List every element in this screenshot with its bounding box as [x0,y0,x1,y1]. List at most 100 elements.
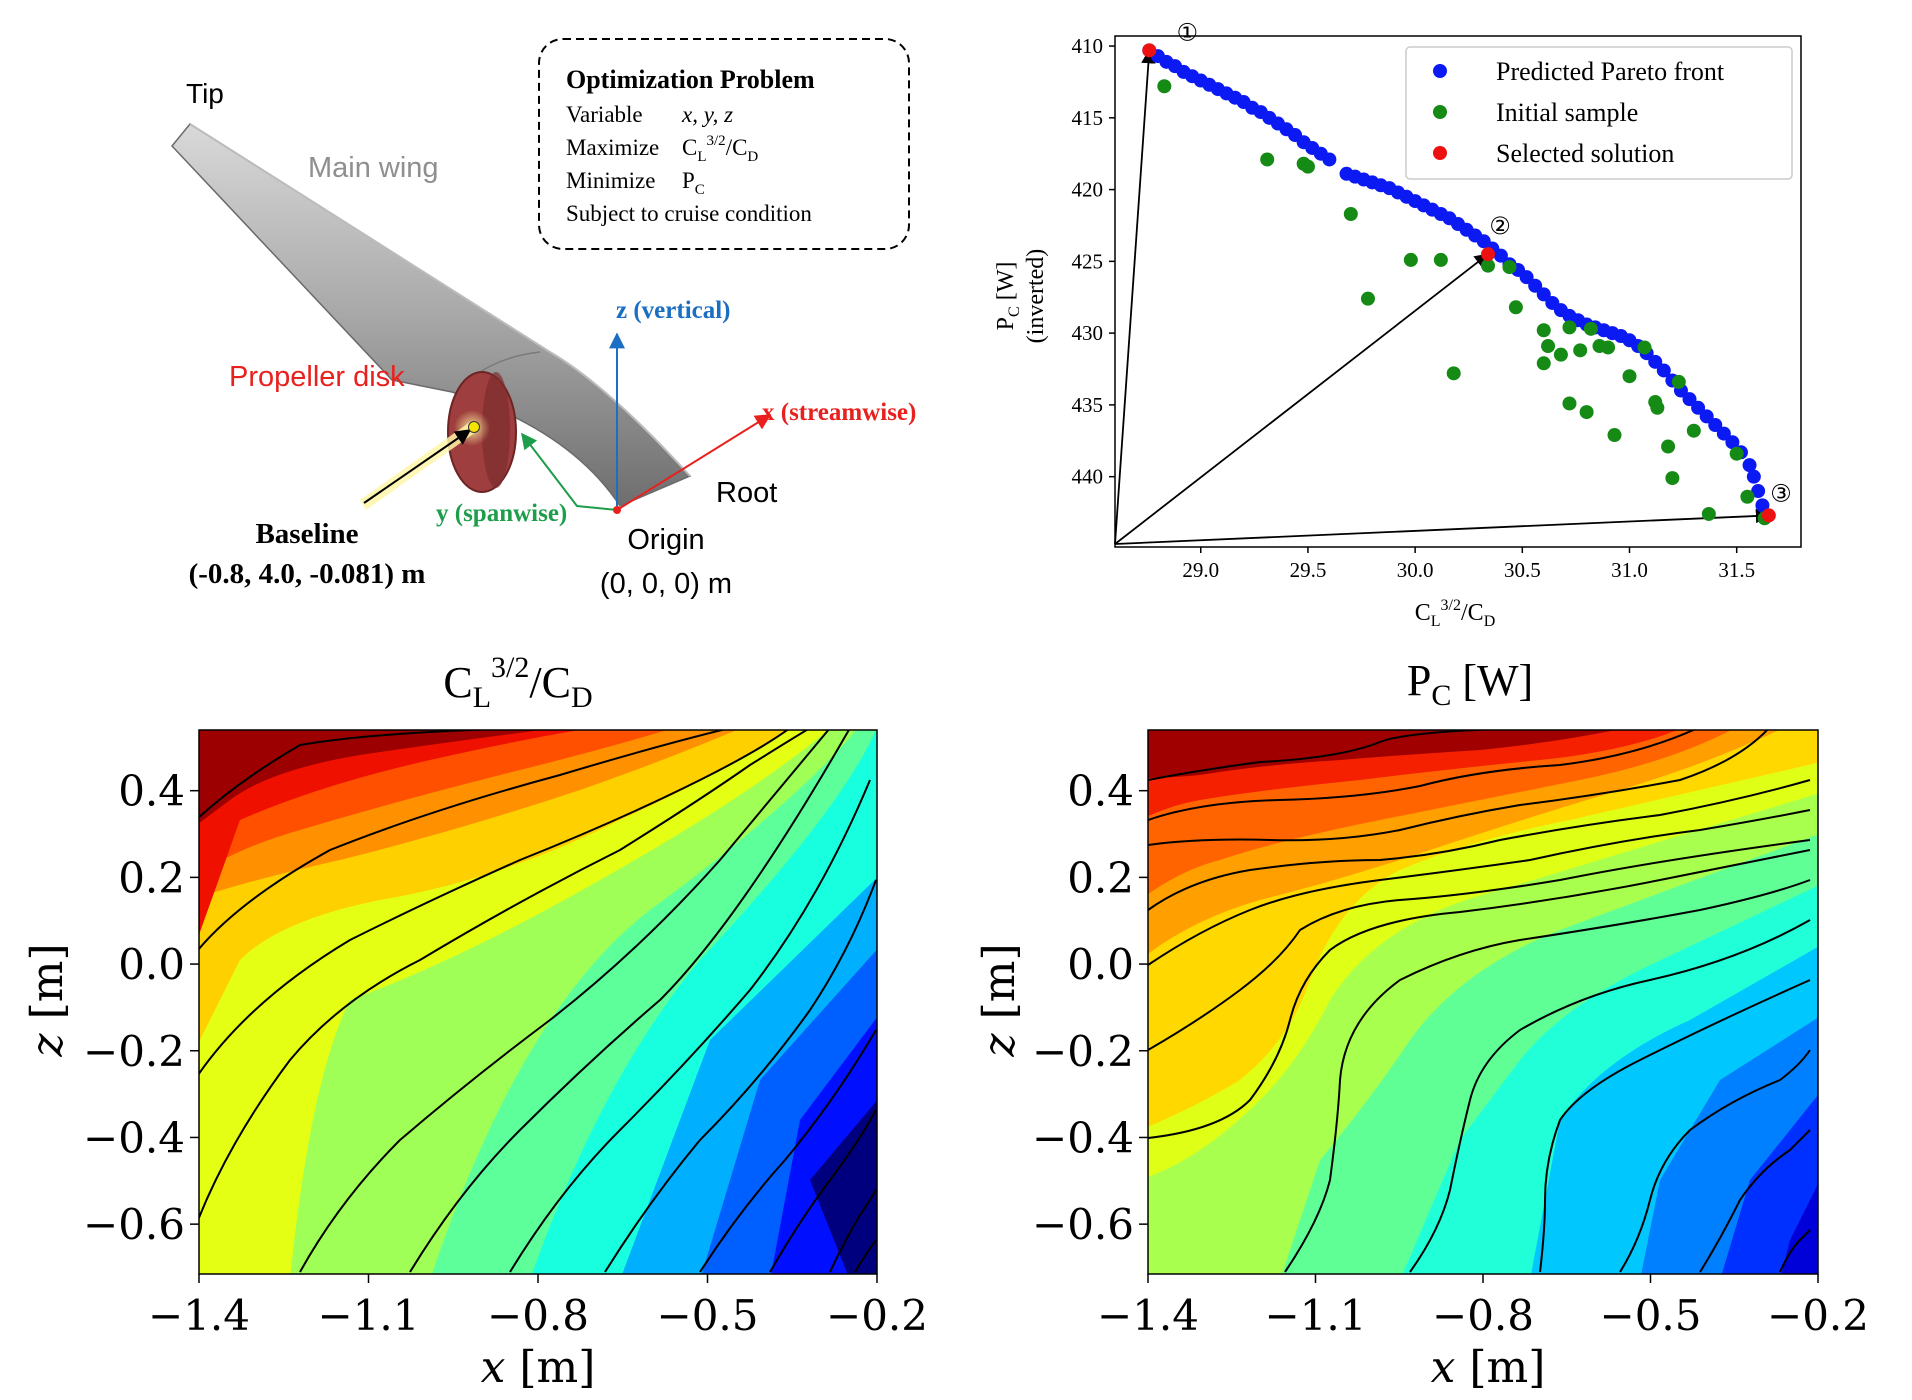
initial-sample-point [1502,260,1517,275]
origin-title: Origin [627,524,704,556]
contour-xtick-label: −0.5 [657,1291,759,1340]
c2-line-3 [1148,730,1769,846]
maximize-value: CL3/2/CD [682,133,758,165]
contour-ytick-label: −0.2 [1032,1027,1134,1076]
main-wing-label: Main wing [308,152,439,184]
initial-sample-point [1562,320,1577,335]
initial-sample-point [1562,396,1577,411]
initial-sample-point [1740,489,1755,504]
contour-pc-ticks: −1.4 −1.1 −0.8 −0.5 −0.2 0.4 0.2 0.0 −0.2 −0.4 −0.… [1032,767,1869,1340]
c1-line-12 [854,1239,877,1273]
wing-diagram: Tip Main wing Propeller disk Root z (ver… [171,38,916,600]
pareto-chart: 29.0 29.5 30.0 30.5 31.0 31.5 410 415 420 425 430 4… [993,18,1802,630]
pareto-front-point [1742,458,1757,473]
pareto-front-point [1493,248,1508,263]
legend-marker-predicted [1433,64,1447,78]
variable-label: Variable [566,102,643,127]
pareto-front-point [1716,426,1731,441]
c1-line-3 [199,730,789,1076]
pareto-front-point [1519,270,1534,285]
contour-xtick-label: −0.8 [1432,1291,1534,1340]
pareto-front-point [1322,152,1337,167]
initial-sample-point [1701,506,1716,521]
initial-sample-point [1729,446,1744,461]
pareto-xlabel: CL3/2/CD [1415,597,1496,630]
contour-xtick-label: −1.4 [148,1291,250,1340]
contour-ytick-label: 0.4 [1067,767,1134,816]
pareto-points [1142,43,1776,526]
initial-sample-point [1583,321,1598,336]
origin-marker [613,506,621,514]
c2-line-11 [1619,1049,1811,1273]
contour-cl-cd-lines [199,730,877,1273]
pareto-xtick-label: 29.5 [1290,558,1327,582]
baseline-coords: (-0.8, 4.0, -0.081) m [189,558,426,590]
y-axis-arrow [521,432,618,511]
optimization-box: Optimization Problem Variable x, y, z Ma… [538,38,910,250]
initial-sample-point [1536,356,1551,371]
c2-line-13 [1779,1229,1811,1273]
initial-sample-point [1601,340,1616,355]
c1-line-1 [199,730,500,819]
contour-cl-cd-fill [199,730,877,1274]
c2-line-9 [1409,919,1811,1273]
pareto-front-point [1536,287,1551,302]
initial-sample-point [1403,252,1418,267]
wing-leading-edge [189,123,691,477]
initial-sample-point [1686,423,1701,438]
contour-xtick-label: −0.2 [1767,1291,1869,1340]
initial-sample-point [1671,374,1686,389]
contour-ytick-label: 0.0 [118,940,185,989]
pareto-front-point [1751,484,1766,499]
initial-sample-point [1553,347,1568,362]
legend-label-selected: Selected solution [1496,139,1674,168]
pareto-front-point [1648,354,1663,369]
c1-line-11 [829,1189,877,1273]
initial-sample-point [1541,339,1556,354]
c2-band-12 [1148,730,1616,778]
selected-solution-point [1761,508,1776,523]
contour-xtick-label: −0.8 [487,1291,589,1340]
c1-line-2 [199,730,727,951]
contour-ytick-label: 0.2 [118,853,185,902]
contour-ytick-label: −0.6 [1032,1200,1134,1249]
pareto-legend-frame [1405,46,1793,180]
pareto-xtick-label: 30.5 [1504,558,1541,582]
root-label: Root [716,477,777,509]
c1-line-5 [299,730,830,1273]
subject-line: Subject to cruise condition [566,201,812,226]
pareto-front-point [1691,400,1706,415]
c1-line-8 [604,879,877,1273]
initial-sample-point [1360,291,1375,306]
contour-cl-cd-xlabel: x [m] [481,1342,596,1393]
pareto-ylabel-main: PC [W] [993,262,1023,331]
y-axis-label: y (spanwise) [436,500,567,527]
optimization-box-frame [538,38,910,250]
pareto-ytick-label: 415 [1072,106,1104,130]
initial-sample-point [1637,340,1652,355]
c1-line-6 [409,730,851,1273]
pareto-xtick-label: 29.0 [1182,558,1219,582]
x-axis-label: x (streamwise) [762,399,916,426]
wing-nacelle-line [479,351,541,373]
c1-line-10 [769,1109,877,1273]
contour-ytick-label: −0.6 [83,1200,185,1249]
initial-sample-point [1607,428,1622,443]
contour-xtick-label: −1.1 [318,1291,420,1340]
pareto-ylabel: PC [W] (inverted) [993,249,1049,344]
selected-solution-point [1481,247,1496,262]
contour-pc-fill [1148,730,1818,1274]
c2-line-2 [1148,730,1696,821]
pareto-ytick-label: 410 [1072,34,1104,58]
initial-sample-point [1622,369,1637,384]
contour-pc: −1.4 −1.1 −0.8 −0.5 −0.2 0.4 0.2 0.0 −0.2 −0.4 −0.… [974,656,1869,1393]
contour-xtick-label: −0.5 [1600,1291,1702,1340]
c2-line-4 [1148,779,1811,911]
minimize-label: Minimize [566,168,655,193]
origin-coords: (0, 0, 0) m [600,568,732,600]
optimization-title: Optimization Problem [566,65,815,94]
initial-sample-point [1157,79,1172,94]
selected-solution-point [1142,43,1157,58]
pareto-annotations: ① ② ③ [1177,18,1792,507]
initial-sample-point [1481,258,1496,273]
